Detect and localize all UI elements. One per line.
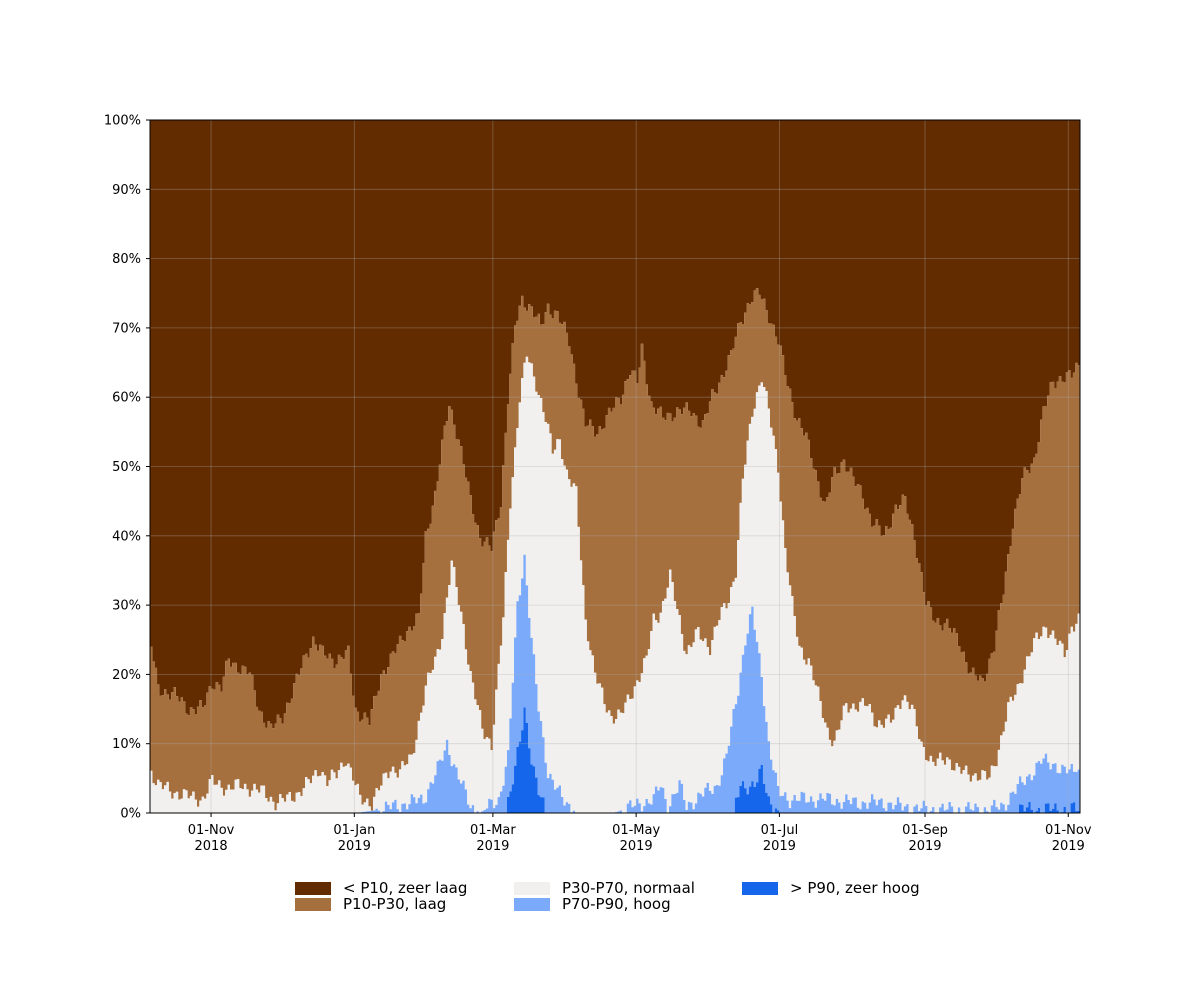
gridlines xyxy=(150,120,1080,813)
x-tick-label: 01-Jul xyxy=(761,823,799,838)
legend-swatch-zeer-laag xyxy=(295,881,331,895)
x-tick-label: 01-Jan xyxy=(333,823,375,838)
x-tick-label: 01-May xyxy=(612,823,660,838)
y-tick-label: 10% xyxy=(112,737,141,752)
x-tick-label: 01-Nov xyxy=(1045,823,1092,838)
legend-item-hoog: P70-P90, hoog xyxy=(514,895,671,913)
series-band-laag xyxy=(150,288,1080,811)
y-tick-label: 60% xyxy=(112,391,141,406)
legend-item-laag: P10-P30, laag xyxy=(295,895,447,913)
y-tick-label: 80% xyxy=(112,252,141,267)
x-tick-year-label: 2019 xyxy=(476,839,509,854)
x-tick-year-label: 2019 xyxy=(1052,839,1085,854)
legend-label-zeer-laag: < P10, zeer laag xyxy=(343,879,468,897)
y-tick-label: 50% xyxy=(112,460,141,475)
y-tick-label: 70% xyxy=(112,321,141,336)
series-band-zeer-laag xyxy=(150,120,1080,729)
x-tick-year-label: 2018 xyxy=(195,839,228,854)
legend-swatch-normaal xyxy=(514,881,550,895)
legend-label-zeer-hoog: > P90, zeer hoog xyxy=(790,879,920,897)
x-tick-year-label: 2019 xyxy=(763,839,796,854)
legend-swatch-hoog xyxy=(514,897,550,911)
x-tick-label: 01-Nov xyxy=(188,823,235,838)
y-axis: 0% 10% 20% 30% 40% 50% 60% 70% 80% 90% 100% xyxy=(104,114,150,822)
legend-item-zeer-hoog: > P90, zeer hoog xyxy=(742,879,920,897)
y-tick-label: 30% xyxy=(112,599,141,614)
legend-item-zeer-laag: < P10, zeer laag xyxy=(295,879,468,897)
x-tick-year-label: 2019 xyxy=(338,839,371,854)
legend-swatch-zeer-hoog xyxy=(742,881,778,895)
x-tick-label: 01-Sep xyxy=(902,823,948,838)
y-tick-label: 100% xyxy=(104,114,141,129)
x-tick-year-label: 2019 xyxy=(620,839,653,854)
legend: < P10, zeer laag P10-P30, laag P30-P70, … xyxy=(295,879,995,920)
legend-item-normaal: P30-P70, normaal xyxy=(514,879,695,897)
y-tick-label: 40% xyxy=(112,529,141,544)
x-tick-label: 01-Mar xyxy=(470,823,516,838)
y-tick-label: 20% xyxy=(112,668,141,683)
y-tick-label: 90% xyxy=(112,183,141,198)
series-band-normaal xyxy=(150,356,1080,813)
legend-swatch-laag xyxy=(295,897,331,911)
legend-label-normaal: P30-P70, normaal xyxy=(562,879,695,897)
legend-label-laag: P10-P30, laag xyxy=(343,895,447,913)
y-tick-label: 0% xyxy=(120,807,141,822)
legend-label-hoog: P70-P90, hoog xyxy=(562,895,671,913)
plot-area xyxy=(150,120,1080,813)
x-tick-year-label: 2019 xyxy=(908,839,941,854)
x-axis: 01-Nov201801-Jan201901-Mar201901-May2019… xyxy=(188,813,1092,854)
